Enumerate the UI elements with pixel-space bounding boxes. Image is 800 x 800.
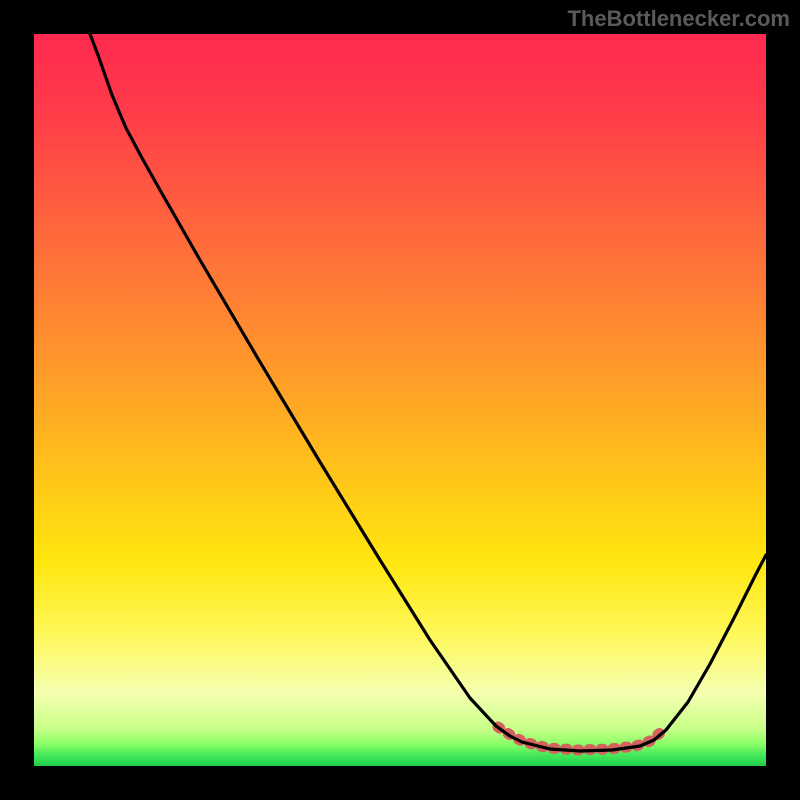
chart-root: TheBottlenecker.com [0, 0, 800, 800]
chart-border-bottom [0, 766, 800, 800]
watermark-text: TheBottlenecker.com [567, 6, 790, 32]
chart-border-left [0, 0, 34, 800]
chart-gradient-plot-area [34, 34, 766, 766]
chart-border-right [766, 0, 800, 800]
